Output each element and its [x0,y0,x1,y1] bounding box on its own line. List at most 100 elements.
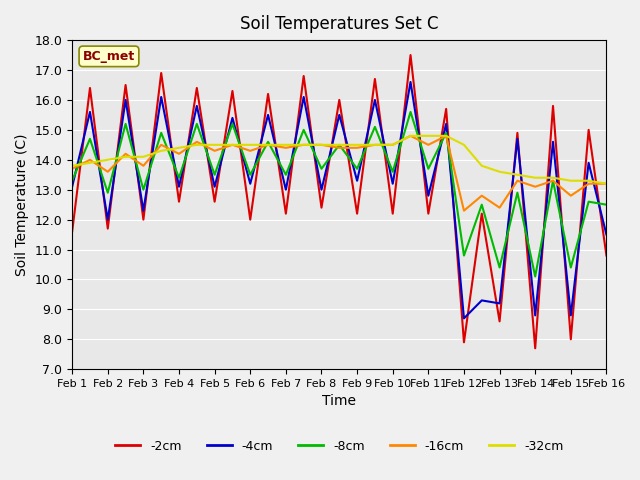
Line: -4cm: -4cm [72,82,607,318]
-8cm [424,166,432,172]
-16cm [531,184,539,190]
-16cm [549,178,557,184]
-4cm [442,121,450,127]
-2cm [211,199,218,204]
-4cm [193,103,201,109]
Title: Soil Temperatures Set C: Soil Temperatures Set C [240,15,438,33]
-32cm [211,142,218,148]
-4cm [424,193,432,199]
-32cm [460,142,468,148]
-2cm [442,106,450,112]
-8cm [549,178,557,184]
-8cm [585,199,593,204]
-2cm [478,211,486,216]
-16cm [264,142,272,148]
-8cm [122,121,129,127]
-8cm [603,202,611,207]
-16cm [478,193,486,199]
-32cm [567,178,575,184]
-32cm [371,142,379,148]
-2cm [175,199,183,204]
-4cm [585,160,593,166]
-32cm [157,148,165,154]
-8cm [157,130,165,136]
-32cm [300,142,307,148]
-4cm [478,298,486,303]
-32cm [104,157,111,163]
-2cm [567,336,575,342]
Legend: -2cm, -4cm, -8cm, -16cm, -32cm: -2cm, -4cm, -8cm, -16cm, -32cm [110,435,568,458]
-16cm [140,163,147,168]
-2cm [86,85,94,91]
-16cm [389,142,397,148]
-32cm [389,142,397,148]
-8cm [211,172,218,178]
-2cm [282,211,290,216]
-8cm [86,136,94,142]
-8cm [140,187,147,192]
-32cm [140,154,147,160]
Line: -2cm: -2cm [72,55,607,348]
-2cm [335,97,343,103]
-8cm [68,178,76,184]
-2cm [300,73,307,79]
-2cm [424,211,432,216]
-2cm [549,103,557,109]
-16cm [228,142,236,148]
-2cm [353,211,361,216]
-4cm [175,184,183,190]
-16cm [406,133,414,139]
Text: BC_met: BC_met [83,50,135,63]
-16cm [353,145,361,151]
-2cm [317,205,325,211]
-16cm [317,142,325,148]
-2cm [264,91,272,97]
-16cm [513,178,521,184]
-2cm [371,76,379,82]
-32cm [353,142,361,148]
-32cm [531,175,539,180]
-4cm [603,232,611,238]
-4cm [389,181,397,187]
-16cm [122,151,129,156]
-16cm [246,148,254,154]
-32cm [264,142,272,148]
-32cm [603,181,611,187]
-4cm [371,97,379,103]
-4cm [211,184,218,190]
-32cm [228,142,236,148]
-16cm [585,181,593,187]
-16cm [175,151,183,156]
-32cm [406,133,414,139]
-4cm [353,178,361,184]
-32cm [175,145,183,151]
-4cm [68,184,76,190]
-16cm [442,133,450,139]
-4cm [86,109,94,115]
-2cm [68,228,76,234]
-8cm [264,139,272,144]
-32cm [513,172,521,178]
-8cm [175,175,183,180]
X-axis label: Time: Time [323,395,356,408]
-8cm [389,169,397,175]
-16cm [460,208,468,214]
-16cm [371,142,379,148]
-2cm [193,85,201,91]
-32cm [122,154,129,160]
-4cm [157,94,165,100]
-4cm [567,312,575,318]
-8cm [406,109,414,115]
-8cm [228,121,236,127]
-32cm [549,175,557,180]
-2cm [228,88,236,94]
-32cm [317,142,325,148]
-2cm [406,52,414,58]
-16cm [603,181,611,187]
-8cm [246,172,254,178]
-4cm [496,300,504,306]
-32cm [478,163,486,168]
-4cm [300,94,307,100]
-8cm [513,190,521,195]
-8cm [460,252,468,258]
